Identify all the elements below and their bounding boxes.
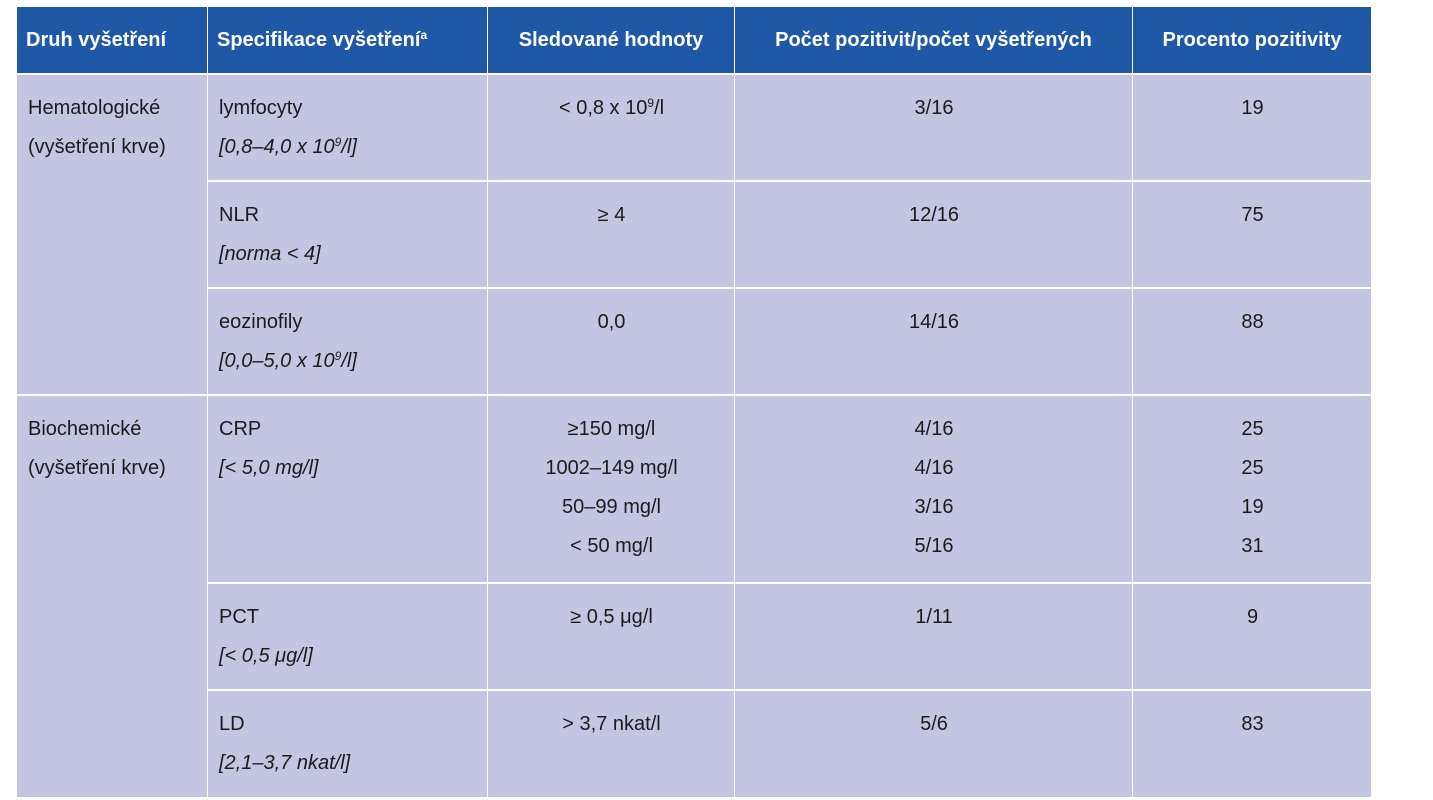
- table-row: Biochemické (vyšetření krve) CRP [< 5,0 …: [16, 394, 1372, 797]
- count-cell: 3/16: [734, 73, 1133, 181]
- count-cell: 4/16 4/16 3/16 5/16: [734, 394, 1133, 583]
- percent-cell: 19: [1132, 73, 1372, 181]
- value-cell: ≥ 0,5 μg/l: [487, 582, 735, 690]
- value-cell: 0,0: [487, 287, 735, 395]
- spec-cell: NLR [norma < 4]: [207, 180, 488, 288]
- count-cell: 14/16: [734, 287, 1133, 395]
- value-cell: ≥150 mg/l 1002–149 mg/l 50–99 mg/l < 50 …: [487, 394, 735, 583]
- header-observed-values: Sledované hodnoty: [487, 7, 735, 74]
- count-cell: 1/11: [734, 582, 1133, 690]
- percent-cell: 9: [1132, 582, 1372, 690]
- category-cell: Biochemické (vyšetření krve): [16, 394, 208, 797]
- percent-cell: 25 25 19 31: [1132, 394, 1372, 583]
- spec-cell: eozinofily [0,0–5,0 x 109/l]: [207, 287, 488, 395]
- value-cell: ≥ 4: [487, 180, 735, 288]
- header-positive-count: Počet pozitivit/počet vyšetřených: [734, 7, 1133, 74]
- table-row: Hematologické (vyšetření krve) lymfocyty…: [16, 73, 1372, 395]
- percent-cell: 83: [1132, 689, 1372, 797]
- results-table: Druh vyšetření Specifikace vyšetřenía Sl…: [16, 7, 1372, 797]
- header-row: Druh vyšetření Specifikace vyšetřenía Sl…: [16, 7, 1372, 74]
- percent-cell: 88: [1132, 287, 1372, 395]
- category-cell: Hematologické (vyšetření krve): [16, 73, 208, 395]
- count-cell: 5/6: [734, 689, 1133, 797]
- value-cell: < 0,8 x 109/l: [487, 73, 735, 181]
- value-cell: > 3,7 nkat/l: [487, 689, 735, 797]
- spec-cell: lymfocyty [0,8–4,0 x 109/l]: [207, 73, 488, 181]
- header-exam-type: Druh vyšetření: [16, 7, 208, 74]
- header-exam-spec: Specifikace vyšetřenía: [207, 7, 488, 74]
- percent-cell: 75: [1132, 180, 1372, 288]
- spec-cell: PCT [< 0,5 μg/l]: [207, 582, 488, 690]
- table-row: NLR [norma < 4] ≥ 4 12/16 75: [17, 180, 1372, 288]
- header-positivity-percent: Procento pozitivity: [1132, 7, 1372, 74]
- table-row: PCT [< 0,5 μg/l] ≥ 0,5 μg/l 1/11 9: [17, 582, 1372, 690]
- footnote-marker: a: [420, 27, 428, 42]
- table-row: eozinofily [0,0–5,0 x 109/l] 0,0 14/16 8…: [17, 287, 1372, 395]
- table-row: LD [2,1–3,7 nkat/l] > 3,7 nkat/l 5/6 83: [17, 689, 1372, 797]
- spec-cell: LD [2,1–3,7 nkat/l]: [207, 689, 488, 797]
- spec-cell: CRP [< 5,0 mg/l]: [207, 394, 488, 583]
- count-cell: 12/16: [734, 180, 1133, 288]
